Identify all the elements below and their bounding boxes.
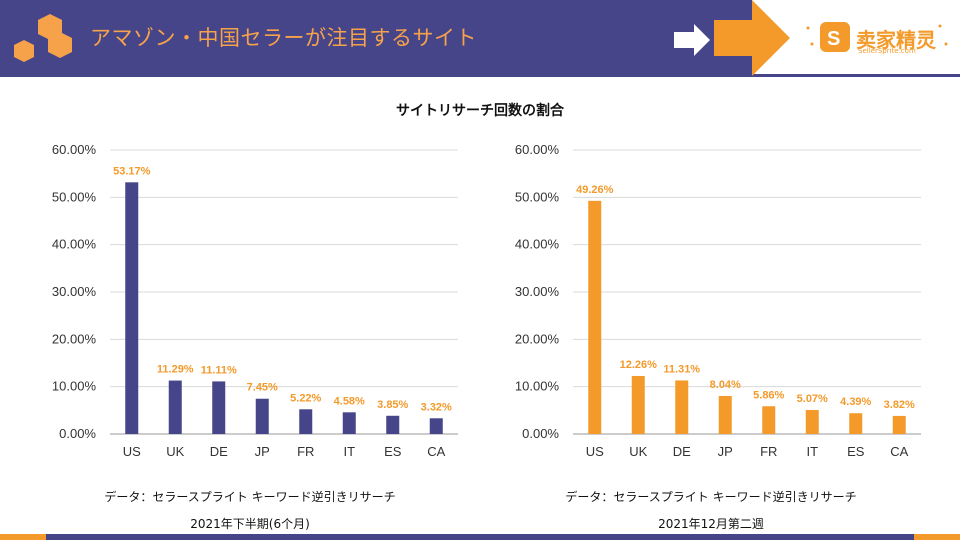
x-tick-label: IT xyxy=(343,444,355,459)
svg-text:S: S xyxy=(827,28,840,50)
arrow-shape xyxy=(714,0,790,76)
chart-title: サイトリサーチ回数の割合 xyxy=(396,103,564,119)
x-tick-label: FR xyxy=(760,444,777,459)
data-label: 11.11% xyxy=(201,364,237,376)
data-label: 5.22% xyxy=(290,392,321,404)
y-tick-label: 50.00% xyxy=(52,189,97,204)
left-source-caption: データ：セラースプライト キーワード逆引きリサーチ xyxy=(104,490,396,504)
y-tick-label: 50.00% xyxy=(515,189,560,204)
brand-url: SellerSprite.com xyxy=(858,47,916,55)
x-tick-label: IT xyxy=(806,444,818,459)
hexagon-decoration-icon xyxy=(14,14,72,62)
bar xyxy=(762,406,776,434)
bar xyxy=(125,182,139,434)
left-period-caption: 2021年下半期(6个月) xyxy=(190,517,310,531)
data-label: 11.29% xyxy=(157,364,194,376)
header-band xyxy=(0,0,752,74)
y-tick-label: 60.00% xyxy=(515,142,560,157)
y-tick-label: 20.00% xyxy=(515,331,560,346)
bar xyxy=(342,412,356,434)
small-arrow-shape xyxy=(674,24,710,56)
y-tick-label: 30.00% xyxy=(515,284,560,299)
x-tick-label: ES xyxy=(847,444,865,459)
hexagon-icon xyxy=(14,40,34,62)
bar xyxy=(255,398,269,434)
right-period-caption: 2021年12月第二週 xyxy=(658,517,764,531)
bar xyxy=(631,375,645,434)
y-tick-label: 0.00% xyxy=(522,426,559,441)
x-tick-label: JP xyxy=(718,444,733,459)
x-tick-label: CA xyxy=(890,444,908,459)
bar xyxy=(588,200,602,434)
chart-left: 0.00% 10.00% 20.00% 30.00% 40.00% 50.00% 60.00… xyxy=(52,142,458,459)
x-tick-label: JP xyxy=(255,444,270,459)
y-tick-label: 60.00% xyxy=(52,142,97,157)
data-label: 7.45% xyxy=(247,382,278,394)
bar xyxy=(892,415,906,434)
data-label: 4.58% xyxy=(334,395,365,407)
y-tick-label: 40.00% xyxy=(515,237,560,252)
bar xyxy=(805,410,819,434)
data-label: 3.85% xyxy=(377,399,408,411)
page-title: アマゾン・中国セラーが注目するサイト xyxy=(90,26,477,50)
y-tick-label: 40.00% xyxy=(52,237,97,252)
data-label: 3.82% xyxy=(884,399,915,411)
y-tick-label: 30.00% xyxy=(52,284,97,299)
hexagon-icon xyxy=(38,14,62,40)
x-tick-label: DE xyxy=(673,444,691,459)
data-label: 4.39% xyxy=(840,396,871,408)
y-tick-label: 20.00% xyxy=(52,331,97,346)
footer-band xyxy=(46,534,914,540)
data-label: 8.04% xyxy=(710,379,741,391)
x-tick-label: UK xyxy=(629,444,647,459)
chart-right: 0.00% 10.00% 20.00% 30.00% 40.00% 50.00% 60.00… xyxy=(515,142,921,459)
data-label: 11.31% xyxy=(663,363,700,375)
header-underline xyxy=(0,74,960,77)
bar xyxy=(718,395,732,434)
hexagon-icon xyxy=(48,32,72,58)
x-tick-label: CA xyxy=(427,444,445,459)
x-tick-label: DE xyxy=(210,444,228,459)
data-label: 12.26% xyxy=(620,359,658,371)
bar xyxy=(212,381,226,434)
data-label: 3.32% xyxy=(421,401,452,413)
data-label: 5.86% xyxy=(753,389,784,401)
x-tick-label: UK xyxy=(166,444,184,459)
x-tick-label: US xyxy=(123,444,141,459)
bar xyxy=(429,418,443,434)
brand-name: 卖家精灵 xyxy=(856,28,936,52)
bar xyxy=(675,380,689,434)
arrow-right-icon xyxy=(674,0,790,76)
bar xyxy=(168,380,182,434)
y-tick-label: 0.00% xyxy=(59,426,96,441)
right-source-caption: データ：セラースプライト キーワード逆引きリサーチ xyxy=(565,490,857,504)
y-tick-label: 10.00% xyxy=(52,379,97,394)
x-tick-label: US xyxy=(586,444,604,459)
data-label: 53.17% xyxy=(113,165,151,177)
bar xyxy=(386,415,400,434)
sellersprite-logo-icon: S xyxy=(806,22,948,52)
bar xyxy=(849,413,863,434)
y-tick-label: 10.00% xyxy=(515,379,560,394)
bar xyxy=(299,409,313,434)
data-label: 5.07% xyxy=(797,393,828,405)
data-label: 49.26% xyxy=(576,184,614,196)
x-tick-label: FR xyxy=(297,444,314,459)
x-tick-label: ES xyxy=(384,444,402,459)
header: アマゾン・中国セラーが注目するサイト S 卖家精灵 SellerSprite.c… xyxy=(0,0,960,77)
